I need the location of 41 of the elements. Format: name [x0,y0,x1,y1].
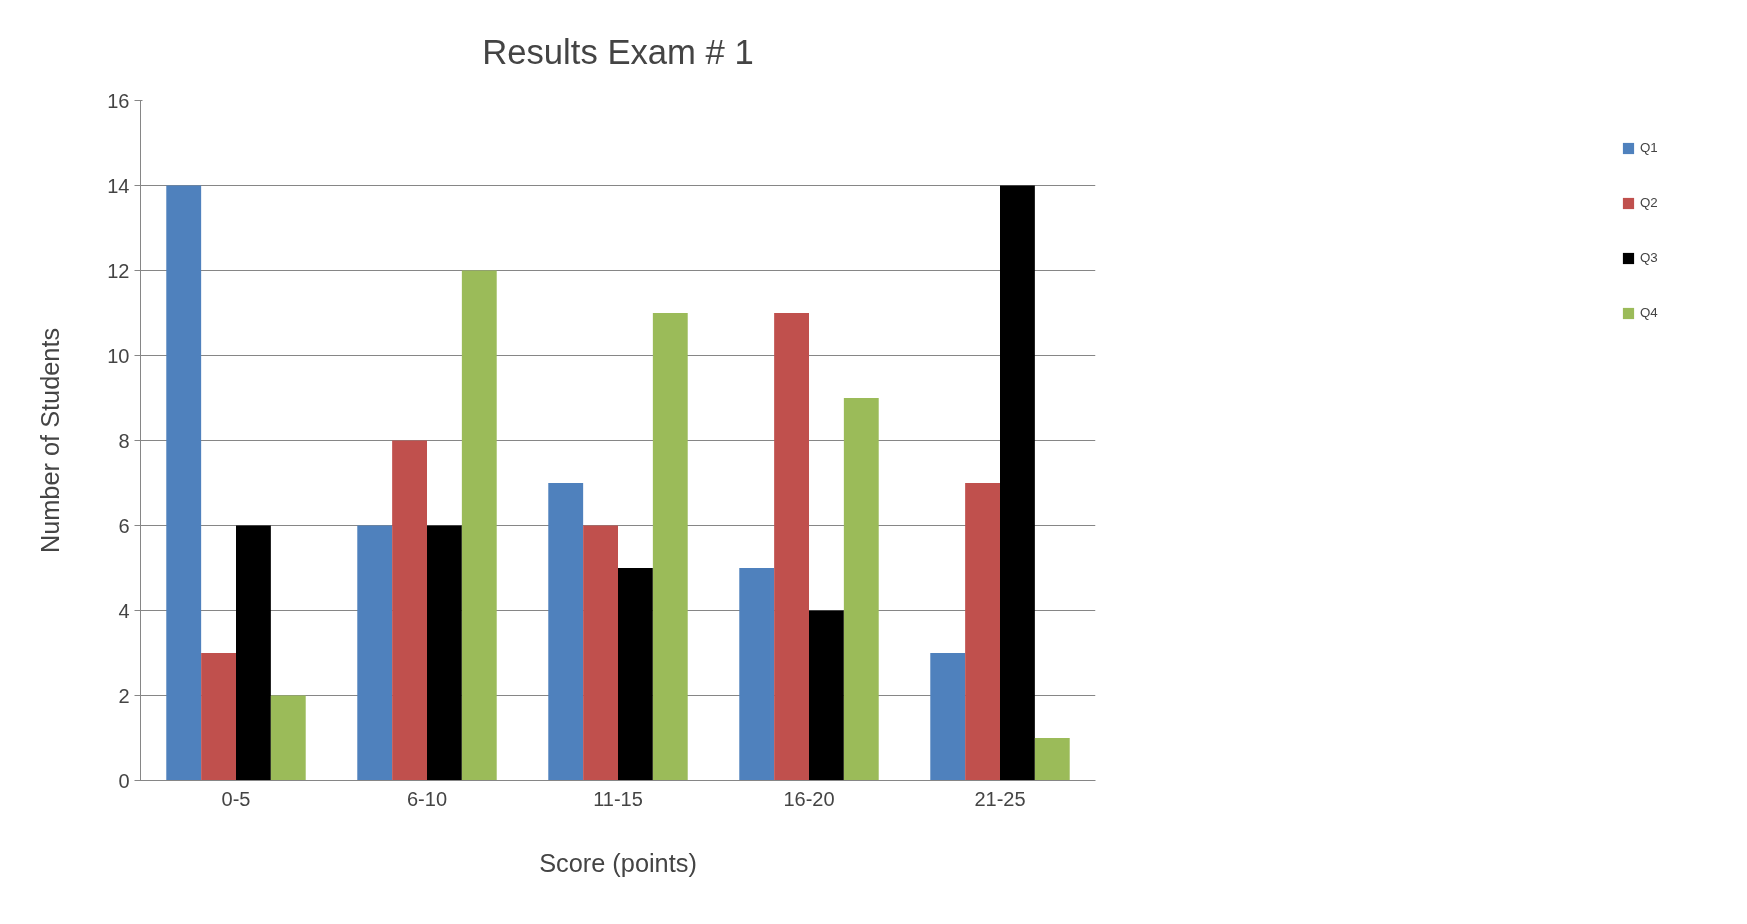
bar [809,610,844,781]
bar [652,313,688,781]
bar [930,653,966,781]
bar [236,525,271,781]
bar [739,568,775,781]
x-tick-label: 0-5 [221,787,251,810]
y-tick-label: 4 [118,599,130,622]
bar [618,568,653,781]
x-tick-label: 16-20 [783,787,835,810]
x-tick-label: 6-10 [406,787,448,810]
legend-label: Q3 [1640,250,1659,265]
x-tick-label: 11-15 [593,787,643,810]
bar [1000,185,1035,781]
x-axis-title: Score (points) [539,848,697,877]
bar [427,525,462,781]
bar [965,483,1000,781]
legend-label: Q2 [1640,195,1659,210]
bar [1034,738,1070,781]
y-tick-label: 6 [118,514,130,537]
bar [774,313,809,781]
y-tick-label: 14 [107,174,130,197]
y-tick-label: 0 [118,769,130,792]
bar [548,483,584,781]
bar [392,440,427,781]
bar [843,398,879,781]
y-tick-label: 2 [118,684,130,707]
x-tick-label: 21-25 [974,787,1026,810]
legend-label: Q1 [1640,140,1659,155]
y-tick-label: 12 [107,259,130,282]
bar [270,695,306,781]
y-tick-label: 16 [107,89,130,112]
bar [583,525,618,781]
y-tick-label: 8 [118,429,130,452]
bar [201,653,236,781]
bar [357,525,393,781]
legend-label: Q4 [1640,305,1659,320]
y-tick-label: 10 [107,344,130,367]
y-axis-title: Number of Students [36,327,65,554]
bar [461,270,497,781]
bar [166,185,202,781]
chart-title: Results Exam # 1 [482,32,754,71]
